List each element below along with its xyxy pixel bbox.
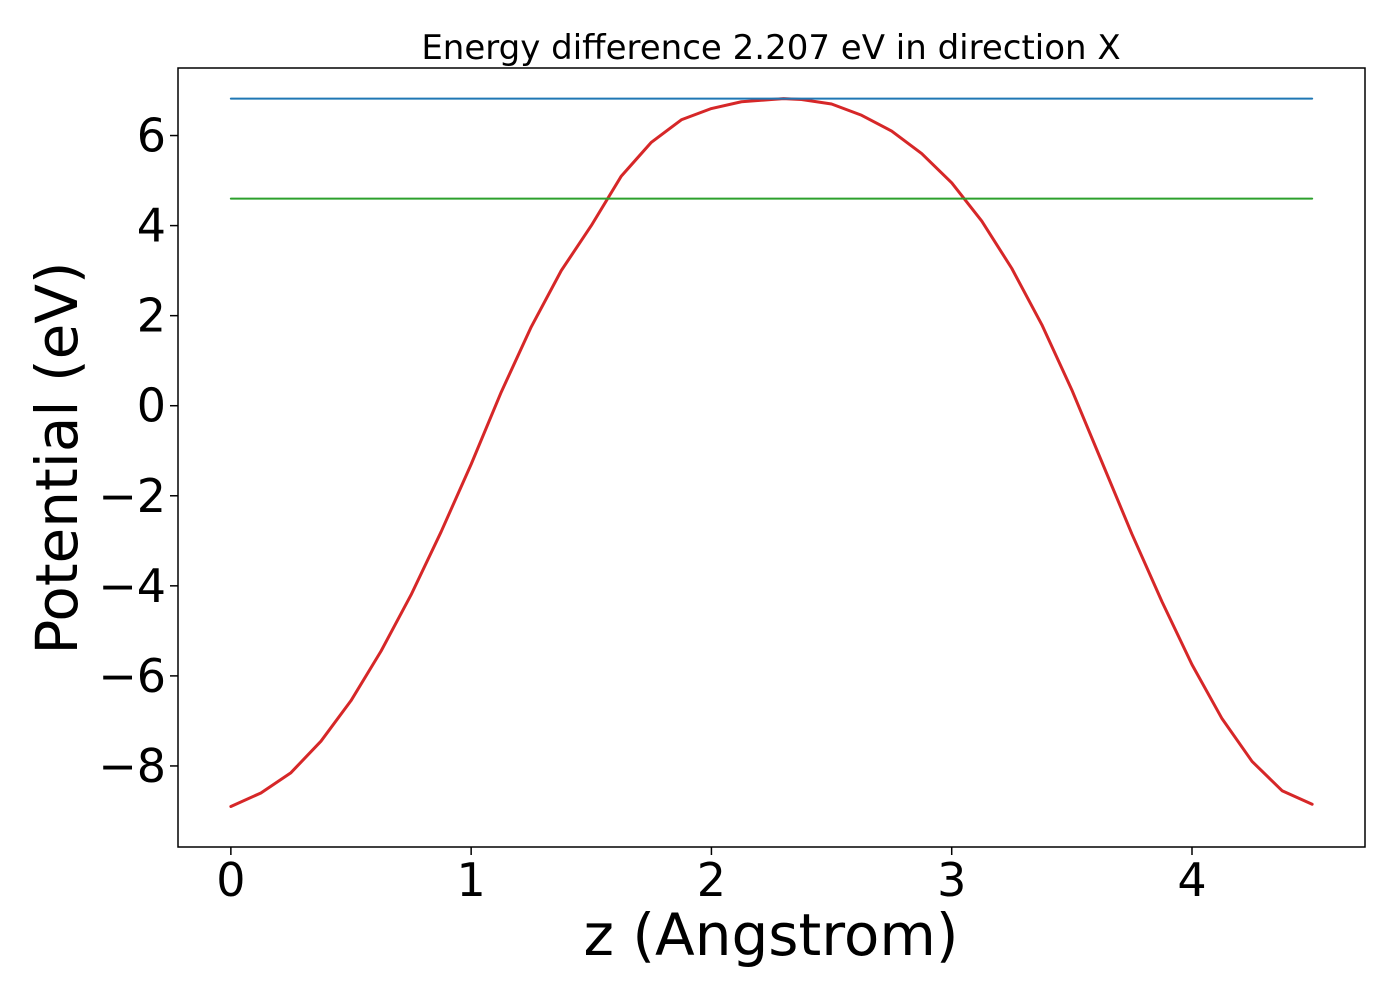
x-tick-label: 0 bbox=[216, 853, 245, 907]
y-tick-label: 2 bbox=[137, 289, 166, 343]
chart-title: Energy difference 2.207 eV in direction … bbox=[421, 28, 1120, 68]
series-layer bbox=[229, 97, 1314, 808]
y-tick-label: −8 bbox=[98, 739, 166, 793]
y-tick-label: 4 bbox=[137, 199, 166, 253]
x-tick-label: 3 bbox=[937, 853, 966, 907]
y-tick-label: 0 bbox=[137, 379, 166, 433]
y-tick-label: −6 bbox=[98, 649, 166, 703]
x-tick-label: 2 bbox=[697, 853, 726, 907]
x-tick-label: 1 bbox=[457, 853, 486, 907]
y-axis-ticks: −8 −6 −4 −2 0 2 4 6 bbox=[98, 109, 178, 793]
x-axis-ticks: 0 1 2 3 4 bbox=[216, 847, 1207, 907]
y-axis-label: Potential (eV) bbox=[23, 261, 91, 654]
plot-area bbox=[177, 67, 1366, 848]
x-tick-label: 4 bbox=[1177, 853, 1206, 907]
y-tick-label: −4 bbox=[98, 559, 166, 613]
y-tick-label: −2 bbox=[98, 469, 166, 523]
y-tick-label: 6 bbox=[137, 109, 166, 163]
x-axis-label: z (Angstrom) bbox=[584, 901, 959, 969]
